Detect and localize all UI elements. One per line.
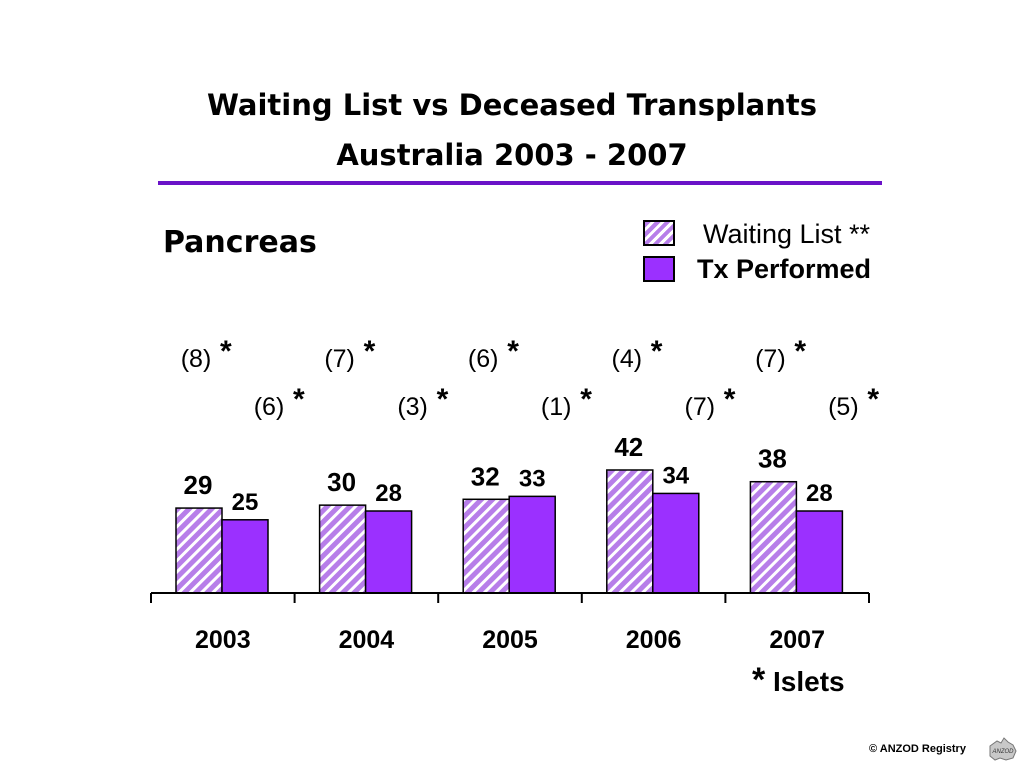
x-tick-label-2007: 2007 <box>769 626 825 654</box>
islet-marker-tx-performed-2004: * <box>437 383 449 416</box>
bar-waiting-list-2007 <box>749 480 798 594</box>
copyright-notice: © ANZOD Registry <box>869 743 966 755</box>
legend-label-tx-performed: Tx Performed <box>697 254 872 284</box>
data-label-tx-performed-2005: 33 <box>519 465 546 492</box>
legend-swatch-tx-performed <box>643 256 675 282</box>
bar-tx-performed-2004 <box>364 510 413 594</box>
islet-marker-tx-performed-2003: * <box>293 383 305 416</box>
islet-marker-tx-performed-2006: * <box>724 383 736 416</box>
chart-title: Waiting List vs Deceased Transplants <box>206 88 818 122</box>
islet-marker-waiting-list-2006: * <box>651 335 663 368</box>
islet-count-tx-performed-2003: (6) <box>254 393 285 421</box>
data-label-tx-performed-2003: 25 <box>232 489 259 516</box>
data-label-waiting-list-2006: 42 <box>614 432 643 462</box>
x-tick-label-2003: 2003 <box>195 626 251 654</box>
x-tick-label-2006: 2006 <box>626 626 682 654</box>
islet-count-tx-performed-2006: (7) <box>685 393 716 421</box>
bar-waiting-list-2006 <box>606 469 654 594</box>
logo-text: ANZOD <box>992 749 1015 755</box>
islet-marker-waiting-list-2004: * <box>364 335 376 368</box>
data-label-tx-performed-2006: 34 <box>662 462 689 489</box>
legend-swatch-waiting-list <box>643 220 675 246</box>
bar-tx-performed-2003 <box>221 519 269 594</box>
data-label-tx-performed-2004: 28 <box>375 480 402 507</box>
data-label-waiting-list-2004: 30 <box>327 467 356 497</box>
islet-marker-waiting-list-2007: * <box>794 335 806 368</box>
islet-count-waiting-list-2004: (7) <box>324 345 355 373</box>
islet-count-tx-performed-2007: (5) <box>828 393 859 421</box>
islets-footnote-text: Islets <box>773 666 845 697</box>
legend-label-waiting-list: Waiting List ** <box>703 219 871 249</box>
islet-marker-waiting-list-2005: * <box>507 335 519 368</box>
anzod-logo-icon: ANZOD <box>989 737 1017 761</box>
x-tick-label-2004: 2004 <box>339 626 395 654</box>
data-label-tx-performed-2007: 28 <box>806 480 833 507</box>
bar-tx-performed-2006 <box>652 492 700 594</box>
bar-tx-performed-2005 <box>508 495 556 594</box>
chart-title-line2: Australia 2003 - 2007 <box>336 138 688 172</box>
islets-footnote: * Islets <box>752 661 845 700</box>
bar-waiting-list-2004 <box>318 504 367 594</box>
data-label-waiting-list-2003: 29 <box>184 470 213 500</box>
chart-subtitle: Pancreas <box>163 225 317 260</box>
islet-count-waiting-list-2003: (8) <box>181 345 212 373</box>
islet-marker-tx-performed-2005: * <box>580 383 592 416</box>
islet-count-waiting-list-2007: (7) <box>755 345 786 373</box>
islet-count-waiting-list-2006: (4) <box>612 345 643 373</box>
x-tick-label-2005: 2005 <box>482 626 538 654</box>
islet-count-waiting-list-2005: (6) <box>468 345 499 373</box>
data-label-waiting-list-2005: 32 <box>471 461 500 491</box>
bar-waiting-list-2003 <box>175 507 223 594</box>
data-label-waiting-list-2007: 38 <box>758 444 787 474</box>
bar-tx-performed-2007 <box>795 510 844 594</box>
islet-marker-waiting-list-2003: * <box>220 335 232 368</box>
islet-count-tx-performed-2005: (1) <box>541 393 572 421</box>
islets-footnote-star: * <box>752 661 766 699</box>
islet-count-tx-performed-2004: (3) <box>397 393 428 421</box>
title-divider <box>158 181 882 185</box>
islet-marker-tx-performed-2007: * <box>867 383 879 416</box>
bar-waiting-list-2005 <box>462 498 510 594</box>
